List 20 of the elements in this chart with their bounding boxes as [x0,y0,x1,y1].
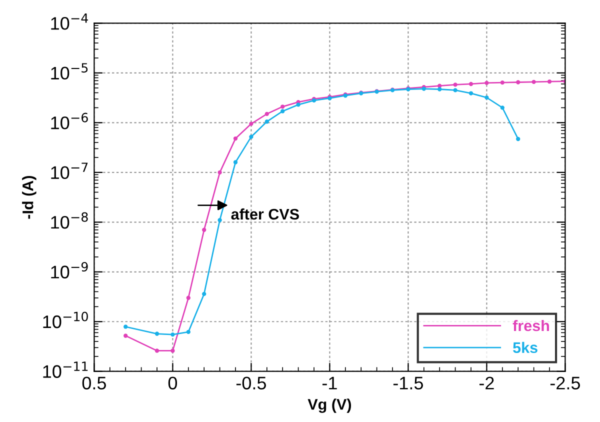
legend-label: fresh [512,320,549,332]
x-tick-label: -2 [479,376,494,390]
y-tick-label: 10$^{−10}$ [43,312,88,328]
y-tick-label: 10$^{−8}$ [51,212,88,229]
x-tick-label: -2.5 [550,376,580,390]
y-tick-label: 10$^{−9}$ [51,262,88,278]
x-tick-label: -1 [322,376,337,390]
x-axis-title: Vg (V) [308,398,352,413]
y-tick-label: 10$^{−11}$ [43,362,88,378]
x-tick-label: 0 [168,376,178,390]
legend-label: 5ks [513,342,538,354]
x-tick-label: -1.5 [393,376,423,390]
y-axis-title: -Id (A) [22,176,36,219]
y-tick-label: 10$^{−6}$ [51,112,88,130]
y-tick-label: 10$^{−4}$ [51,14,88,30]
x-tick-label: -0.5 [236,376,266,390]
y-tick-label: 10$^{−5}$ [51,63,88,80]
annotation: after CVS [231,208,299,220]
x-tick-label: 0.5 [82,376,106,390]
y-tick-label: 10$^{−7}$ [51,162,88,180]
